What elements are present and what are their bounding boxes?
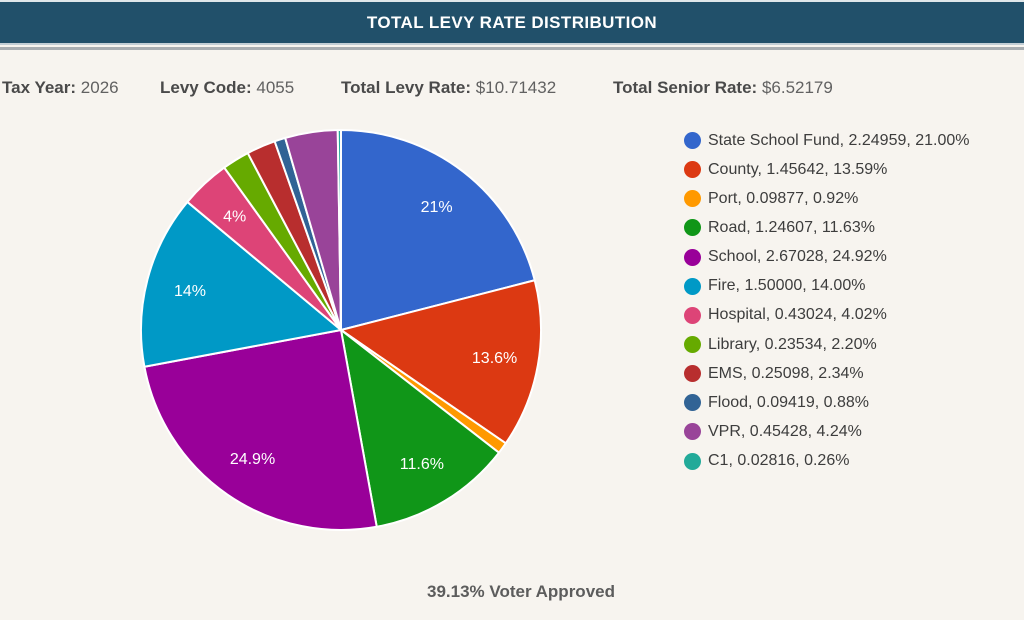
legend-item-state-school-fund[interactable]: State School Fund, 2.24959, 21.00% bbox=[684, 126, 970, 155]
legend-label-ems: EMS, 0.25098, 2.34% bbox=[708, 364, 864, 382]
legend-color-dot-hospital bbox=[684, 306, 701, 324]
tax-year-field: Tax Year: 2026 bbox=[2, 78, 119, 98]
legend-color-dot-fire bbox=[684, 277, 701, 295]
legend-label-c1: C1, 0.02816, 0.26% bbox=[708, 452, 850, 470]
levy-code-label: Levy Code: bbox=[160, 78, 252, 97]
legend-label-fire: Fire, 1.50000, 14.00% bbox=[708, 277, 866, 295]
header-divider bbox=[0, 47, 1024, 50]
page-header: TOTAL LEVY RATE DISTRIBUTION bbox=[0, 0, 1024, 45]
levy-code-value: 4055 bbox=[256, 78, 295, 97]
legend-item-vpr[interactable]: VPR, 0.45428, 4.24% bbox=[684, 417, 970, 446]
legend-item-county[interactable]: County, 1.45642, 13.59% bbox=[684, 155, 970, 184]
pie-slice-c1[interactable] bbox=[336, 129, 342, 331]
levy-code-field: Levy Code: 4055 bbox=[160, 78, 294, 98]
legend-color-dot-vpr bbox=[684, 423, 701, 441]
pie-slice-label-road: 11.6% bbox=[400, 456, 444, 473]
legend-color-dot-ems bbox=[684, 365, 701, 383]
legend-color-dot-road bbox=[684, 219, 701, 237]
legend-item-fire[interactable]: Fire, 1.50000, 14.00% bbox=[684, 272, 970, 301]
legend-item-port[interactable]: Port, 0.09877, 0.92% bbox=[684, 184, 970, 213]
total-senior-rate-label: Total Senior Rate: bbox=[613, 78, 758, 97]
legend-label-road: Road, 1.24607, 11.63% bbox=[708, 218, 875, 236]
legend-item-flood[interactable]: Flood, 0.09419, 0.88% bbox=[684, 388, 970, 417]
legend-item-c1[interactable]: C1, 0.02816, 0.26% bbox=[684, 447, 970, 476]
legend-color-dot-county bbox=[684, 161, 701, 179]
pie-legend: State School Fund, 2.24959, 21.00% County… bbox=[684, 126, 970, 476]
total-levy-rate-value: $10.71432 bbox=[475, 78, 557, 97]
legend-label-vpr: VPR, 0.45428, 4.24% bbox=[708, 422, 862, 440]
legend-label-flood: Flood, 0.09419, 0.88% bbox=[708, 393, 870, 411]
tax-year-value: 2026 bbox=[80, 78, 119, 97]
pie-slice-label-school: 24.9% bbox=[230, 451, 275, 468]
pie-slice-county[interactable] bbox=[340, 279, 542, 445]
total-senior-rate-field: Total Senior Rate: $6.52179 bbox=[613, 78, 833, 98]
legend-item-library[interactable]: Library, 0.23534, 2.20% bbox=[684, 330, 970, 359]
pie-slice-fire[interactable] bbox=[140, 200, 342, 368]
levy-summary-row: Tax Year: 2026 Levy Code: 4055 Total Lev… bbox=[0, 78, 1024, 100]
legend-item-ems[interactable]: EMS, 0.25098, 2.34% bbox=[684, 359, 970, 388]
pie-slice-label-county: 13.6% bbox=[472, 350, 517, 367]
legend-item-school[interactable]: School, 2.67028, 24.92% bbox=[684, 243, 970, 272]
legend-label-school: School, 2.67028, 24.92% bbox=[708, 248, 887, 266]
pie-slice-school[interactable] bbox=[143, 329, 378, 531]
legend-color-dot-state-school-fund bbox=[684, 132, 701, 150]
legend-item-hospital[interactable]: Hospital, 0.43024, 4.02% bbox=[684, 301, 970, 330]
legend-label-port: Port, 0.09877, 0.92% bbox=[708, 189, 859, 207]
legend-color-dot-library bbox=[684, 336, 701, 354]
legend-label-hospital: Hospital, 0.43024, 4.02% bbox=[708, 306, 887, 324]
legend-label-county: County, 1.45642, 13.59% bbox=[708, 160, 888, 178]
legend-label-state-school-fund: State School Fund, 2.24959, 21.00% bbox=[708, 131, 970, 149]
legend-color-dot-c1 bbox=[684, 452, 701, 470]
legend-color-dot-school bbox=[684, 248, 701, 266]
pie-slice-state-school-fund[interactable] bbox=[340, 129, 536, 331]
voter-approved-note: 39.13% Voter Approved bbox=[426, 582, 615, 601]
legend-item-road[interactable]: Road, 1.24607, 11.63% bbox=[684, 213, 970, 242]
total-levy-rate-label: Total Levy Rate: bbox=[341, 78, 472, 97]
pie-slice-road[interactable] bbox=[340, 329, 500, 528]
page-title: TOTAL LEVY RATE DISTRIBUTION bbox=[366, 12, 658, 32]
total-senior-rate-value: $6.52179 bbox=[761, 78, 833, 97]
pie-slice-label-fire: 14% bbox=[174, 283, 206, 300]
legend-color-dot-port bbox=[684, 190, 701, 208]
total-levy-rate-field: Total Levy Rate: $10.71432 bbox=[341, 78, 556, 98]
legend-color-dot-flood bbox=[684, 394, 701, 412]
tax-year-label: Tax Year: bbox=[2, 78, 77, 97]
pie-slice-label-state-school-fund: 21% bbox=[421, 199, 453, 216]
pie-slice-label-hospital: 4% bbox=[223, 208, 246, 225]
legend-label-library: Library, 0.23534, 2.20% bbox=[708, 335, 877, 353]
